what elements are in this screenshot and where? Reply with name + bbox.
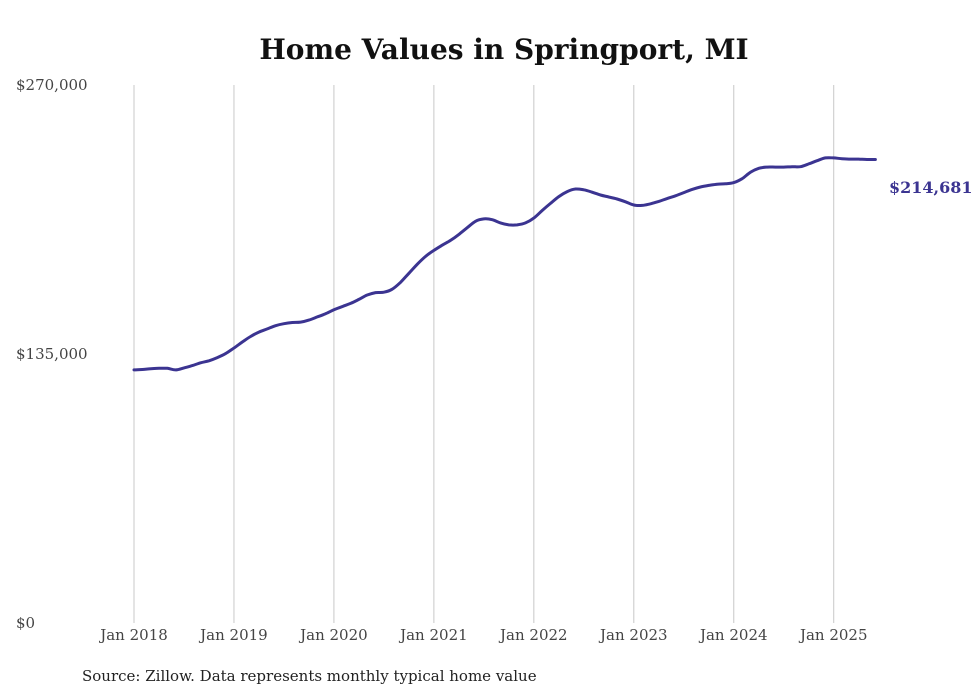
x-tick-label: Jan 2022 [498,626,568,644]
y-tick-label: $135,000 [16,345,88,363]
end-value-label: $214,681 [889,178,973,197]
x-tick-label: Jan 2024 [698,626,768,644]
x-tick-label: Jan 2018 [98,626,168,644]
x-gridlines [133,85,835,623]
source-note: Source: Zillow. Data represents monthly … [82,667,537,685]
x-axis: Jan 2018 Jan 2019 Jan 2020 Jan 2021 Jan 2022… [98,626,867,644]
x-tick-label: Jan 2025 [798,626,868,644]
x-tick-label: Jan 2019 [198,626,268,644]
y-tick-label: $0 [16,614,35,632]
series-line-home-value [132,156,877,372]
x-tick-label: Jan 2023 [598,626,668,644]
chart-title: Home Values in Springport, MI [259,33,748,66]
y-tick-label: $270,000 [16,76,88,94]
y-axis: $0 $135,000 $270,000 [16,76,88,632]
x-tick-label: Jan 2020 [298,626,368,644]
x-tick-label: Jan 2021 [398,626,468,644]
